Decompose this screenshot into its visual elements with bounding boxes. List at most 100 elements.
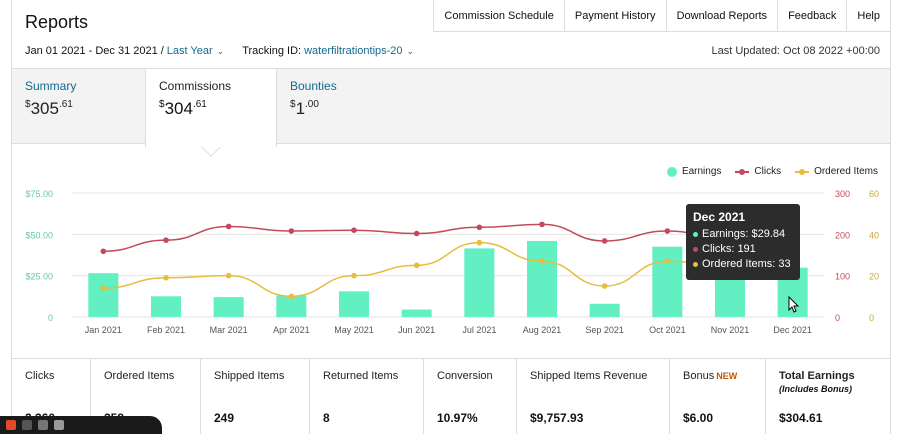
legend-earnings[interactable]: Earnings (666, 166, 721, 177)
new-badge: NEW (716, 371, 738, 381)
nav-feedback[interactable]: Feedback (777, 0, 846, 31)
earnings-bar (276, 295, 307, 317)
x-tick-label: May 2021 (334, 325, 374, 335)
tracking-id-value: waterfiltrationtips-20 (304, 45, 403, 57)
x-tick-label: Oct 2021 (649, 325, 686, 335)
clicks-point (539, 221, 545, 228)
y-ordered-tick-label: 60 (869, 189, 879, 199)
nav-download-reports[interactable]: Download Reports (665, 0, 778, 31)
y-clicks-tick-label: 200 (835, 230, 850, 240)
y-ordered-tick-label: 40 (869, 230, 879, 240)
clicks-point (351, 227, 357, 233)
app-icon[interactable] (54, 420, 64, 430)
y-ordered-tick-label: 0 (869, 313, 874, 323)
chart-tooltip: Dec 2021 Earnings: $29.84 Clicks: 191 Or… (686, 204, 800, 280)
legend-ordered-items[interactable]: Ordered Items (795, 166, 878, 177)
clicks-line (103, 223, 793, 253)
chart-legend: Earnings Clicks Ordered Items (653, 166, 878, 177)
app-icon[interactable] (38, 420, 48, 430)
x-tick-label: Nov 2021 (711, 325, 750, 335)
mouse-pointer-icon (788, 296, 800, 313)
summary-shipped-revenue: Shipped Items Revenue $9,757.93 (517, 359, 670, 434)
clicks-point (413, 230, 420, 237)
chevron-down-icon: ⌄ (406, 46, 415, 56)
x-tick-label: Dec 2021 (773, 325, 812, 335)
period-value: Last Year (166, 45, 213, 57)
tab-commissions[interactable]: Commissions $304.61 (145, 68, 277, 147)
x-tick-label: Sep 2021 (585, 325, 624, 335)
tracking-label: Tracking ID: (242, 45, 302, 57)
ordered-items-point (163, 274, 169, 281)
tab-commissions-amount: $304.61 (159, 99, 207, 118)
tooltip-clicks: Clicks: 191 (693, 242, 793, 257)
y-ordered-tick-label: 20 (869, 272, 879, 282)
clicks-point (163, 237, 169, 243)
tab-commissions-label: Commissions (159, 79, 232, 93)
ordered-items-point (100, 285, 107, 291)
x-tick-label: Jun 2021 (398, 325, 435, 335)
tooltip-earnings: Earnings: $29.84 (693, 227, 793, 242)
tooltip-ordered: Ordered Items: 33 (693, 257, 793, 272)
summary-conversion: Conversion 10.97% (424, 359, 517, 434)
x-tick-label: Mar 2021 (210, 325, 248, 335)
y-left-tick-label: $75.00 (25, 189, 53, 199)
ordered-items-point (413, 262, 420, 269)
tab-summary-amount: $305.61 (25, 99, 73, 118)
clicks-point (100, 248, 107, 255)
clicks-point (476, 224, 483, 231)
tooltip-title: Dec 2021 (693, 210, 746, 224)
x-tick-label: Aug 2021 (523, 325, 562, 335)
summary-totals: Clicks2,360 Ordered Items259 Shipped Ite… (12, 358, 890, 434)
period-dropdown[interactable]: Last Year ⌄ (167, 45, 224, 57)
top-navigation: Commission Schedule Payment History Down… (433, 0, 890, 32)
ordered-items-point (288, 293, 295, 300)
clicks-point (288, 228, 295, 234)
legend-clicks[interactable]: Clicks (735, 166, 781, 177)
ordered-items-point (351, 272, 357, 279)
app-icon[interactable] (22, 420, 32, 430)
summary-total-earnings: Total Earnings (Includes Bonus) $304.61 (779, 370, 855, 425)
y-clicks-tick-label: 300 (835, 189, 850, 199)
x-tick-label: Jul 2021 (462, 325, 496, 335)
summary-bonus: Bonus NEW $6.00 (670, 359, 766, 434)
earnings-bar (652, 246, 683, 317)
nav-help[interactable]: Help (846, 0, 890, 31)
tab-summary[interactable]: Summary $305.61 (25, 79, 76, 119)
date-range: Jan 01 2021 - Dec 31 2021 (25, 45, 158, 57)
legend-earnings-swatch (666, 166, 677, 177)
y-clicks-tick-label: 0 (835, 313, 840, 323)
earnings-bar (213, 297, 244, 317)
filter-bar: Jan 01 2021 - Dec 31 2021 / Last Year ⌄ T… (25, 45, 414, 57)
nav-payment-history[interactable]: Payment History (563, 0, 666, 31)
earnings-bar (151, 296, 181, 317)
tab-bounties-amount: $1.00 (290, 99, 319, 118)
summary-shipped-items: Shipped Items 249 (201, 359, 310, 434)
nav-commission-schedule[interactable]: Commission Schedule (433, 0, 563, 31)
ordered-items-point (664, 258, 671, 264)
legend-clicks-swatch (735, 168, 750, 175)
taskbar (0, 416, 162, 434)
y-left-tick-label: 0 (48, 313, 53, 323)
earnings-bar (401, 309, 432, 317)
clicks-point (664, 228, 671, 234)
y-left-tick-label: $25.00 (25, 272, 53, 282)
reports-panel: Reports Commission Schedule Payment Hist… (11, 0, 891, 434)
last-updated: Last Updated: Oct 08 2022 +00:00 (711, 45, 881, 57)
earnings-chart[interactable]: 0 0 0 $25.00 100 20 $50.00 200 40 $75.00 300 60 Jan … (12, 180, 890, 340)
y-left-tick-label: $50.00 (25, 230, 53, 240)
clicks-point (601, 238, 608, 244)
summary-returned-items: Returned Items 8 (310, 359, 424, 434)
earnings-bar (88, 273, 119, 317)
tab-bounties[interactable]: Bounties $1.00 (290, 79, 337, 119)
tracking-id-dropdown[interactable]: Tracking ID: waterfiltrationtips-20 ⌄ (242, 45, 414, 57)
x-tick-label: Apr 2021 (273, 325, 310, 335)
earnings-bar (339, 291, 369, 317)
ordered-items-point (601, 283, 608, 289)
x-tick-label: Jan 2021 (85, 325, 122, 335)
earnings-bar (589, 303, 620, 317)
tab-summary-label: Summary (25, 79, 77, 93)
ordered-items-point (476, 239, 483, 246)
y-clicks-tick-label: 100 (835, 272, 850, 282)
earnings-bar (464, 248, 495, 317)
app-icon[interactable] (6, 420, 16, 430)
